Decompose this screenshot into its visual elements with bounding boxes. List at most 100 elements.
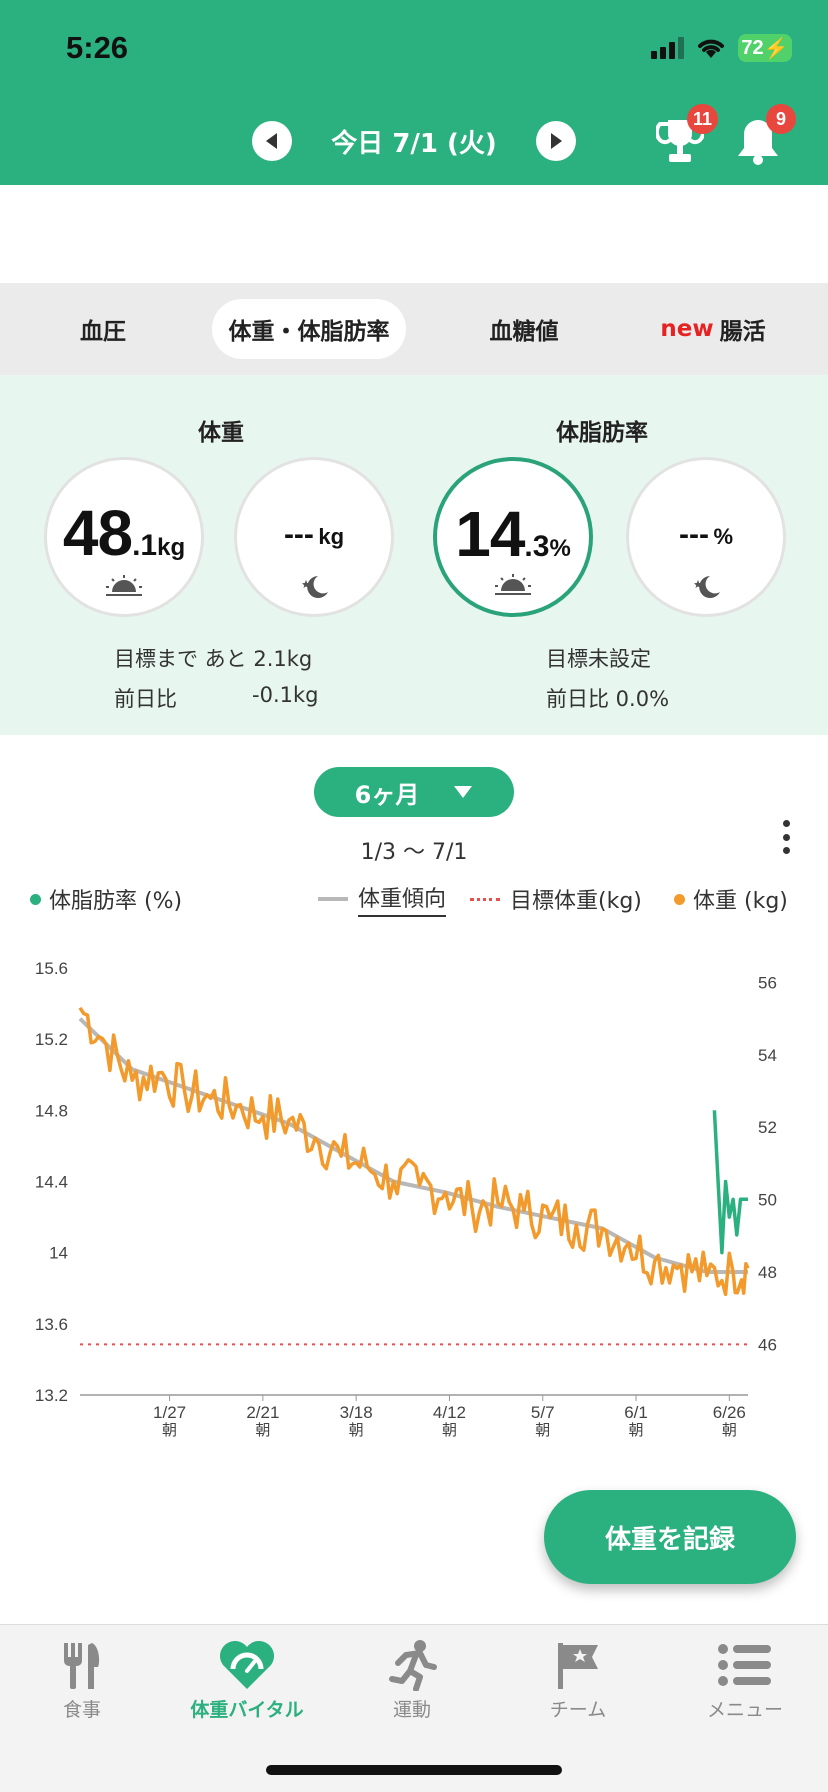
triangle-right-icon: [551, 133, 562, 149]
weight-title: 体重: [198, 420, 244, 446]
body-fat-night-value: --- %: [629, 518, 783, 552]
new-tag: new: [660, 316, 714, 342]
fork-knife-icon: [64, 1643, 100, 1689]
legend-target-label: 目標体重(kg): [510, 889, 642, 914]
sunrise-icon: [495, 574, 531, 595]
legend-trend[interactable]: 体重傾向: [318, 884, 447, 917]
trophy-badge: 11: [686, 104, 718, 134]
y-left-tick-label: 15.2: [35, 1030, 68, 1049]
category-tabs: 血圧 体重・体脂肪率 血糖値 new 腸活: [0, 283, 828, 375]
y-right-tick-label: 46: [758, 1335, 777, 1354]
x-tick-label: 3/18: [340, 1403, 373, 1422]
app-header: 5:26 72 ⚡ 今日 7/1 (火) 11: [0, 0, 828, 185]
more-dot: [782, 820, 790, 827]
weight-night-value: --- kg: [237, 518, 391, 552]
tab-gut-health[interactable]: new 腸活: [628, 299, 798, 359]
weight-trend-line: [78, 1017, 748, 1274]
y-left-tick-label: 13.2: [35, 1386, 68, 1405]
y-right-tick-label: 56: [758, 973, 777, 992]
weight-night-unit: kg: [318, 524, 345, 549]
moon-star-icon: [694, 576, 720, 598]
previous-day-button[interactable]: [252, 121, 292, 161]
legend-body-fat-label: 体脂肪率 (%): [49, 889, 183, 914]
nav-team[interactable]: チーム: [503, 1639, 653, 1722]
y-right-tick-label: 54: [758, 1046, 777, 1065]
battery-icon: 72 ⚡: [738, 34, 792, 62]
body-fat-title: 体脂肪率: [556, 420, 648, 446]
x-tick-label: 4/12: [433, 1403, 466, 1422]
stats-panel: 体重 体脂肪率 48.1kg --- kg 14.3%: [0, 375, 828, 735]
x-tick-sublabel: 朝: [162, 1422, 177, 1439]
x-tick-sublabel: 朝: [255, 1422, 270, 1439]
y-left-tick-label: 14.8: [35, 1101, 68, 1120]
list-menu-icon: [718, 1644, 771, 1686]
status-time: 5:26: [66, 30, 129, 65]
x-tick-label: 6/1: [624, 1403, 648, 1422]
legend-dot-green: [30, 893, 41, 905]
x-tick-sublabel: 朝: [349, 1422, 364, 1439]
body-fat-night-dash: ---: [679, 518, 709, 551]
notifications-badge: 9: [766, 104, 796, 134]
nav-team-label: チーム: [549, 1699, 607, 1721]
more-dot: [782, 847, 790, 854]
current-date[interactable]: 今日 7/1 (火): [331, 128, 497, 159]
nav-menu-label: メニュー: [706, 1699, 783, 1721]
weight-night-circle[interactable]: --- kg: [234, 457, 394, 617]
tab-weight-body-fat[interactable]: 体重・体脂肪率: [212, 299, 406, 359]
status-indicators: 72 ⚡: [651, 34, 792, 62]
weight-prev-day-value: -0.1kg: [252, 683, 319, 707]
x-tick-label: 5/7: [531, 1403, 555, 1422]
cellular-signal-icon: [651, 37, 684, 59]
body-fat-night-circle[interactable]: --- %: [626, 457, 786, 617]
flag-star-icon: [558, 1643, 598, 1689]
y-right-tick-label: 48: [758, 1263, 777, 1282]
period-label: 6ヶ月: [354, 780, 420, 809]
y-left-tick-label: 15.6: [35, 959, 68, 978]
y-left-tick-label: 14: [49, 1244, 68, 1263]
body-fat-morning-circle[interactable]: 14.3%: [433, 457, 593, 617]
weight-goal-remaining: 目標まで あと 2.1kg: [114, 647, 313, 671]
y-left-tick-label: 14.4: [35, 1173, 68, 1192]
home-indicator: [266, 1765, 562, 1775]
wifi-icon: [698, 39, 724, 58]
y-right-tick-label: 50: [758, 1191, 777, 1210]
nav-meals[interactable]: 食事: [7, 1639, 157, 1722]
notifications-button[interactable]: 9: [734, 104, 796, 166]
nav-exercise[interactable]: 運動: [337, 1639, 487, 1722]
more-options-button[interactable]: [780, 820, 792, 854]
date-navigator: 今日 7/1 (火): [0, 118, 828, 164]
weight-line: [78, 1006, 750, 1297]
x-tick-label: 6/26: [713, 1403, 746, 1422]
nav-meals-label: 食事: [62, 1699, 101, 1721]
nav-menu[interactable]: メニュー: [670, 1639, 820, 1722]
record-weight-button[interactable]: 体重を記録: [544, 1490, 796, 1584]
trophy-button[interactable]: 11: [654, 104, 718, 166]
nav-weight-vitals-label: 体重バイタル: [190, 1699, 304, 1721]
body-fat-morning-unit: %: [549, 535, 571, 562]
tab-blood-sugar[interactable]: 血糖値: [489, 319, 559, 345]
body-fat-morning-int: 14: [455, 498, 525, 570]
date-range: 1/3 〜 7/1: [360, 840, 468, 865]
legend-line-dotted-red: [470, 897, 500, 901]
weight-morning-circle[interactable]: 48.1kg: [44, 457, 204, 617]
weight-morning-value: 48.1kg: [47, 496, 201, 570]
legend-body-fat: 体脂肪率 (%): [30, 884, 182, 914]
next-day-button[interactable]: [536, 121, 576, 161]
nav-weight-vitals[interactable]: 体重バイタル: [172, 1639, 322, 1722]
legend-line-gray: [318, 897, 348, 901]
more-dot: [782, 833, 790, 841]
tab-blood-pressure[interactable]: 血圧: [80, 319, 126, 345]
legend-weight-label: 体重 (kg): [693, 889, 788, 914]
x-tick-sublabel: 朝: [535, 1422, 550, 1439]
x-tick-label: 2/21: [246, 1403, 279, 1422]
legend-target: 目標体重(kg): [470, 884, 642, 914]
runner-icon: [389, 1640, 437, 1691]
bell-icon: [738, 120, 778, 165]
weight-prev-day-label: 前日比: [114, 687, 177, 711]
body-fat-night-unit: %: [713, 524, 733, 549]
body-fat-goal-status: 目標未設定: [546, 647, 651, 671]
weight-chart[interactable]: 15.6 15.2 14.8 14.4 14 13.6 13.2 56 54 52 50 48 46 1/…: [0, 935, 828, 1455]
weight-morning-unit: kg: [157, 534, 186, 561]
battery-level: 72: [741, 36, 764, 59]
period-selector[interactable]: 6ヶ月: [314, 767, 514, 817]
